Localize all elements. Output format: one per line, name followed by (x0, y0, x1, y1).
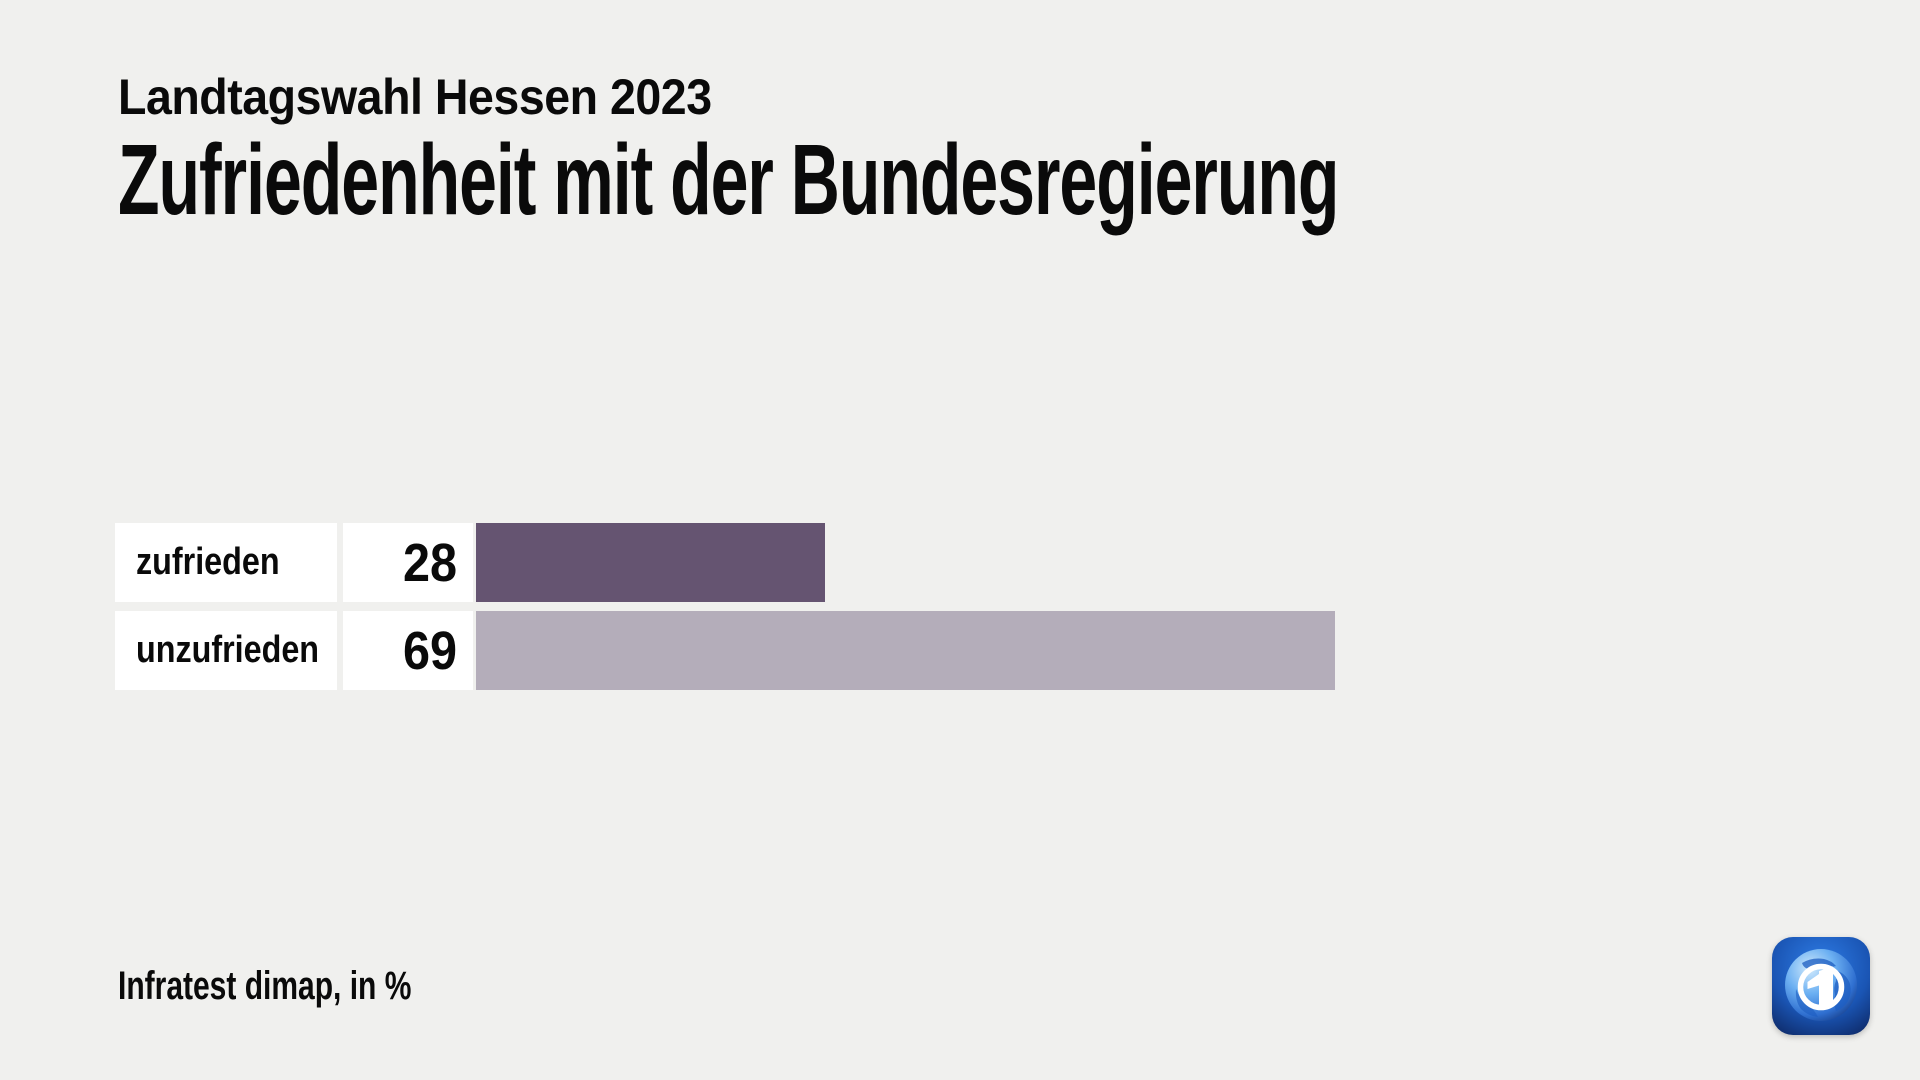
pretitle: Landtagswahl Hessen 2023 (118, 72, 756, 122)
value-box: 69 (343, 611, 473, 690)
bar-row: unzufrieden 69 (115, 611, 1335, 690)
bar-chart: zufrieden 28 unzufrieden 69 (115, 523, 1335, 699)
source-note-text: Infratest dimap, in % (118, 964, 412, 1008)
bar-label: zufrieden (136, 541, 280, 583)
pretitle-text: Landtagswahl Hessen 2023 (118, 69, 712, 125)
page-title: Zufriedenheit mit der Bundesregierung (118, 130, 1913, 230)
category-label-box: zufrieden (115, 523, 337, 602)
bar (476, 523, 825, 602)
bar (476, 611, 1335, 690)
globe-icon (1772, 937, 1870, 1035)
bar-row: zufrieden 28 (115, 523, 1335, 602)
bar-value: 28 (402, 532, 457, 593)
page-title-text: Zufriedenheit mit der Bundesregierung (118, 124, 1339, 236)
bar-value: 69 (402, 620, 457, 681)
bar-label: unzufrieden (136, 629, 320, 671)
value-box: 28 (343, 523, 473, 602)
ard-tagesschau-logo (1772, 937, 1870, 1035)
source-note: Infratest dimap, in % (118, 966, 509, 1006)
category-label-box: unzufrieden (115, 611, 337, 690)
